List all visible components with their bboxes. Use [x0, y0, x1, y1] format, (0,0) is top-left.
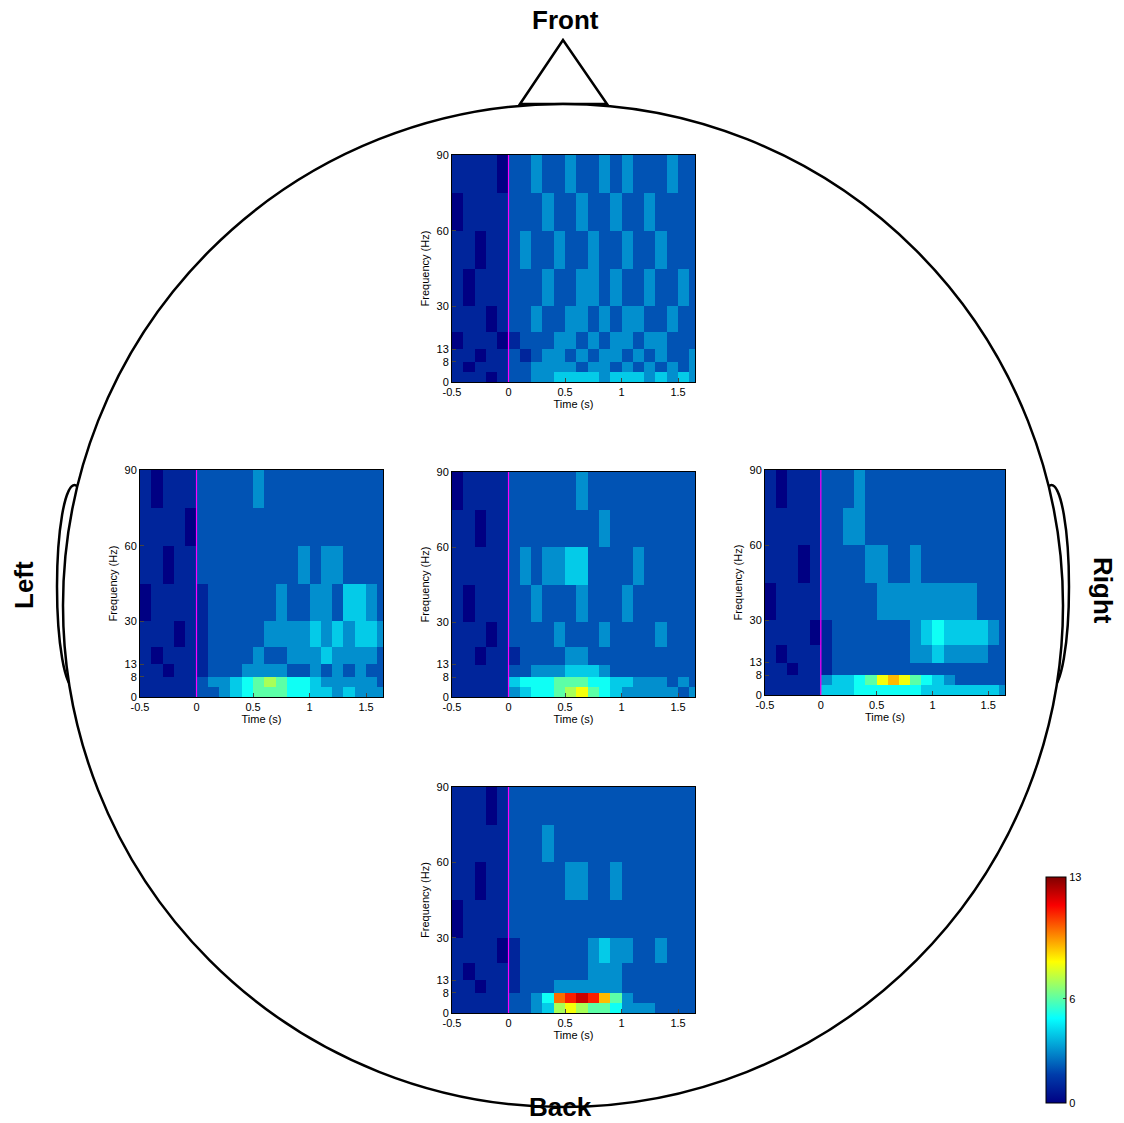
- svg-text:90: 90: [437, 149, 449, 161]
- svg-text:8: 8: [443, 356, 449, 368]
- svg-text:90: 90: [750, 464, 762, 476]
- svg-text:0.5: 0.5: [869, 699, 884, 711]
- svg-text:Frequency (Hz): Frequency (Hz): [419, 862, 431, 938]
- svg-text:13: 13: [437, 343, 449, 355]
- svg-text:0: 0: [818, 699, 824, 711]
- svg-text:0: 0: [193, 701, 199, 713]
- svg-text:Right: Right: [1088, 557, 1118, 624]
- svg-text:0.5: 0.5: [557, 1017, 572, 1029]
- svg-text:0: 0: [505, 1017, 511, 1029]
- svg-text:1.5: 1.5: [981, 699, 996, 711]
- svg-text:Time (s): Time (s): [242, 713, 282, 725]
- svg-text:Frequency (Hz): Frequency (Hz): [732, 545, 744, 621]
- svg-text:0.5: 0.5: [557, 701, 572, 713]
- svg-text:1: 1: [618, 1017, 624, 1029]
- svg-text:8: 8: [131, 671, 137, 683]
- svg-text:0: 0: [1069, 1097, 1075, 1109]
- svg-text:Time (s): Time (s): [554, 713, 594, 725]
- svg-text:13: 13: [437, 658, 449, 670]
- svg-text:Time (s): Time (s): [865, 711, 905, 723]
- svg-text:Left: Left: [9, 561, 39, 609]
- svg-text:60: 60: [437, 856, 449, 868]
- svg-text:-0.5: -0.5: [443, 386, 462, 398]
- svg-text:0: 0: [505, 701, 511, 713]
- svg-text:30: 30: [750, 614, 762, 626]
- svg-text:0: 0: [443, 1007, 449, 1019]
- svg-text:8: 8: [756, 669, 762, 681]
- svg-text:0: 0: [443, 691, 449, 703]
- svg-text:1.5: 1.5: [670, 701, 685, 713]
- svg-text:13: 13: [437, 974, 449, 986]
- svg-text:90: 90: [437, 466, 449, 478]
- svg-text:-0.5: -0.5: [756, 699, 775, 711]
- svg-text:60: 60: [437, 225, 449, 237]
- svg-text:Time (s): Time (s): [554, 398, 594, 410]
- svg-text:Time (s): Time (s): [554, 1029, 594, 1041]
- svg-text:Back: Back: [529, 1092, 592, 1122]
- svg-text:13: 13: [1069, 871, 1081, 883]
- svg-text:60: 60: [437, 541, 449, 553]
- svg-text:1.5: 1.5: [670, 386, 685, 398]
- svg-text:-0.5: -0.5: [131, 701, 150, 713]
- svg-text:30: 30: [125, 615, 137, 627]
- svg-text:1: 1: [618, 386, 624, 398]
- svg-text:0: 0: [443, 376, 449, 388]
- svg-text:30: 30: [437, 300, 449, 312]
- svg-text:90: 90: [437, 781, 449, 793]
- svg-text:0: 0: [131, 691, 137, 703]
- svg-text:30: 30: [437, 932, 449, 944]
- svg-text:0: 0: [505, 386, 511, 398]
- svg-text:8: 8: [443, 987, 449, 999]
- svg-text:-0.5: -0.5: [443, 701, 462, 713]
- svg-text:1: 1: [306, 701, 312, 713]
- svg-text:0: 0: [756, 689, 762, 701]
- svg-text:0.5: 0.5: [557, 386, 572, 398]
- svg-text:-0.5: -0.5: [443, 1017, 462, 1029]
- svg-text:1: 1: [929, 699, 935, 711]
- svg-text:1.5: 1.5: [670, 1017, 685, 1029]
- svg-text:1.5: 1.5: [358, 701, 373, 713]
- svg-text:6: 6: [1069, 993, 1075, 1005]
- svg-text:90: 90: [125, 464, 137, 476]
- svg-text:60: 60: [125, 540, 137, 552]
- svg-text:Front: Front: [532, 5, 599, 35]
- svg-text:Frequency (Hz): Frequency (Hz): [107, 546, 119, 622]
- svg-text:60: 60: [750, 539, 762, 551]
- svg-text:1: 1: [618, 701, 624, 713]
- svg-text:13: 13: [125, 658, 137, 670]
- svg-text:13: 13: [750, 656, 762, 668]
- svg-text:8: 8: [443, 671, 449, 683]
- svg-text:30: 30: [437, 616, 449, 628]
- svg-text:0.5: 0.5: [245, 701, 260, 713]
- svg-text:Frequency (Hz): Frequency (Hz): [419, 547, 431, 623]
- svg-text:Frequency (Hz): Frequency (Hz): [419, 231, 431, 307]
